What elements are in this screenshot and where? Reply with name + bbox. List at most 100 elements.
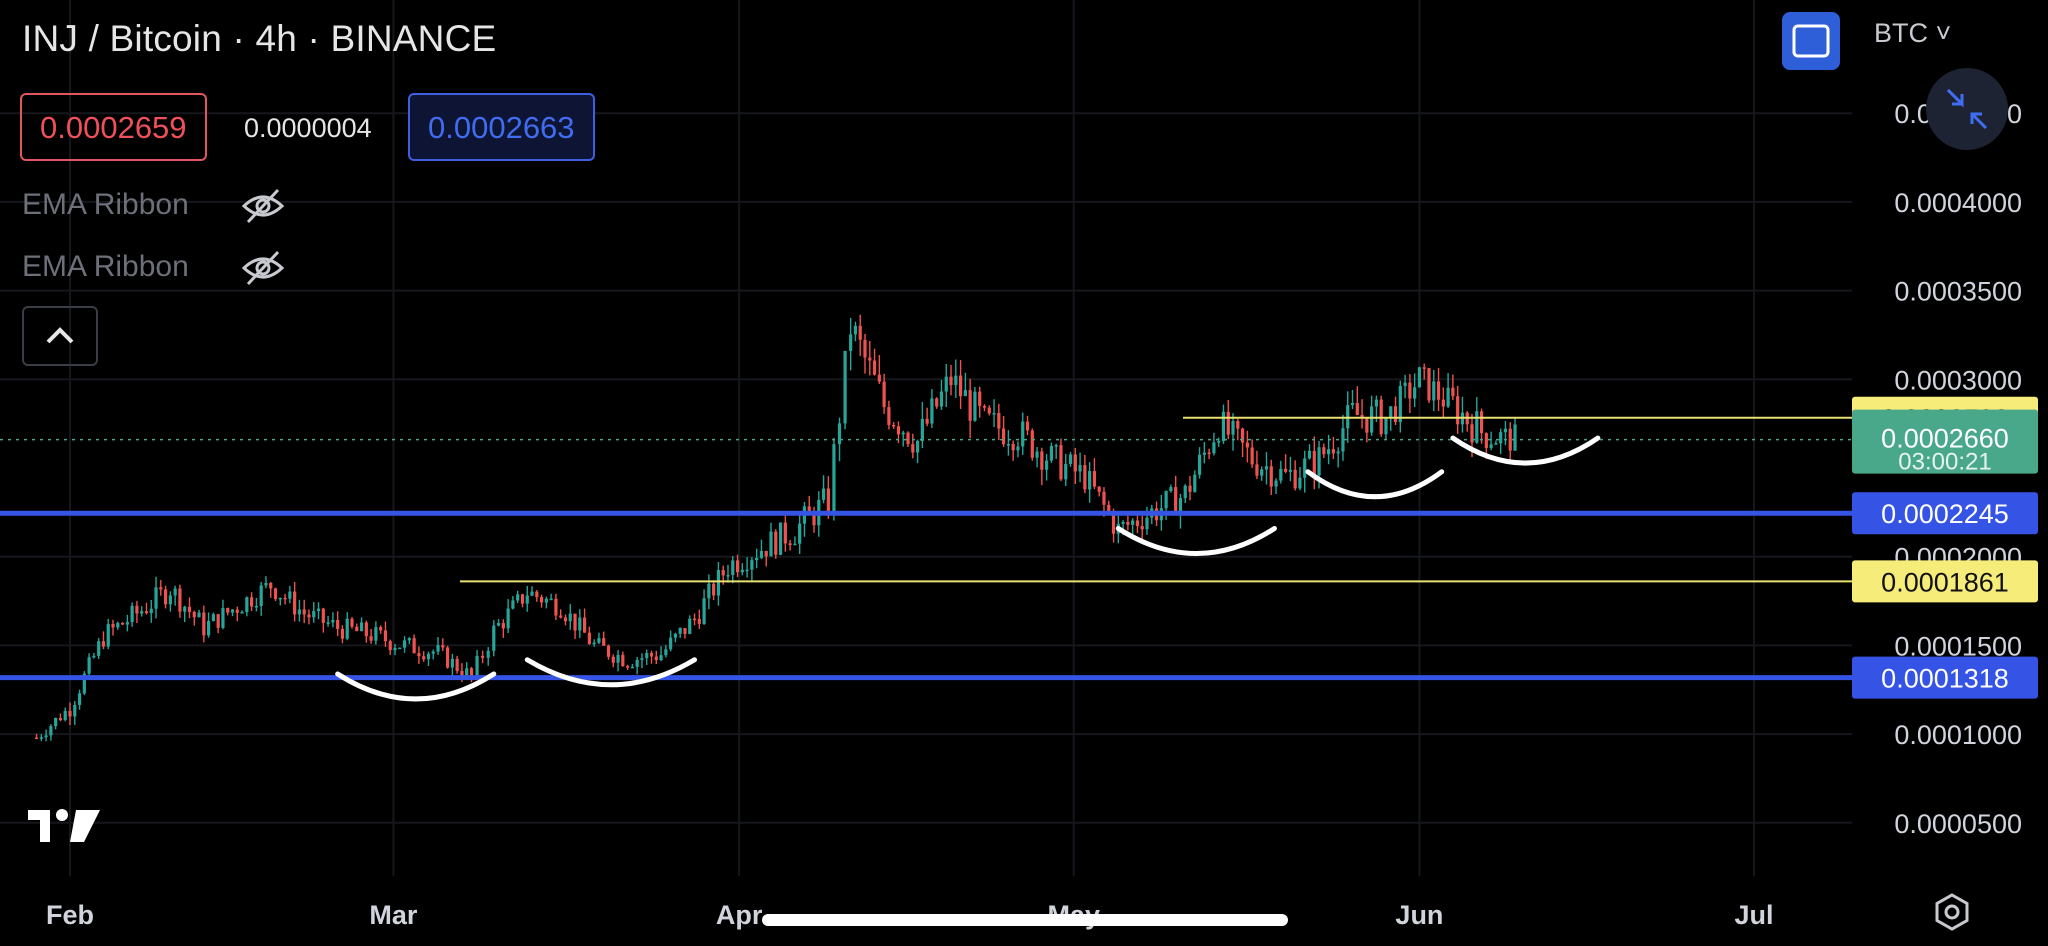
candle-body bbox=[1197, 454, 1202, 475]
candle-body bbox=[312, 611, 316, 618]
indicator-label-ema-ribbon-1: EMA Ribbon bbox=[22, 188, 189, 221]
candle-body bbox=[1030, 430, 1034, 458]
candle-body bbox=[1269, 466, 1273, 487]
candle-body bbox=[1025, 421, 1030, 431]
currency-selector[interactable]: BTC ˅ bbox=[1874, 18, 1951, 49]
candle-body bbox=[1212, 442, 1216, 454]
candle-body bbox=[1489, 444, 1493, 449]
candle-body bbox=[374, 627, 378, 641]
candle-body bbox=[1475, 411, 1479, 443]
candle-body bbox=[1331, 449, 1335, 454]
candle-body bbox=[582, 617, 587, 633]
candle-body bbox=[278, 597, 282, 600]
candle-body bbox=[1398, 385, 1402, 423]
candle-body bbox=[954, 375, 958, 386]
candle-body bbox=[288, 591, 292, 599]
candle-body bbox=[673, 633, 678, 638]
candle-body bbox=[1274, 480, 1278, 487]
candle-body bbox=[1102, 491, 1106, 505]
candle-body bbox=[388, 641, 392, 651]
candle-body bbox=[1255, 464, 1259, 476]
candle-body bbox=[226, 608, 230, 613]
candle-body bbox=[606, 645, 611, 657]
candle-body bbox=[407, 638, 411, 641]
ask-price-box[interactable]: 0.0002663 bbox=[408, 93, 595, 161]
candle-body bbox=[73, 704, 77, 717]
candle-body bbox=[901, 432, 905, 435]
candle-body bbox=[1484, 433, 1488, 449]
candle-body bbox=[1183, 485, 1187, 499]
candle-body bbox=[269, 582, 273, 589]
candle-body bbox=[455, 658, 459, 671]
home-indicator-bar[interactable] bbox=[762, 914, 1288, 926]
candle-body bbox=[702, 598, 706, 624]
candle-body bbox=[1417, 367, 1422, 388]
candle-body bbox=[149, 608, 153, 614]
eye-off-icon[interactable] bbox=[240, 248, 286, 288]
y-tick-label: 0.0001500 bbox=[1894, 631, 2022, 661]
candle-body bbox=[1441, 399, 1445, 407]
candle-body bbox=[197, 612, 201, 618]
candle-body bbox=[669, 637, 673, 650]
candle-body bbox=[1207, 452, 1211, 455]
annotation-arc bbox=[1450, 435, 1601, 466]
candle-body bbox=[778, 522, 783, 555]
candle-body bbox=[316, 608, 321, 612]
annotation-arc bbox=[524, 657, 698, 688]
candle-body bbox=[1202, 452, 1206, 455]
candle-body bbox=[431, 651, 435, 654]
countdown-label: 03:00:21 bbox=[1898, 449, 1991, 476]
candle-body bbox=[821, 488, 826, 500]
x-tick-label: Feb bbox=[46, 900, 94, 930]
candle-body bbox=[1264, 466, 1269, 470]
eye-off-icon[interactable] bbox=[240, 186, 286, 226]
candle-body bbox=[712, 583, 716, 596]
candle-body bbox=[750, 560, 754, 570]
candle-body bbox=[1513, 424, 1517, 451]
candle-body bbox=[130, 605, 134, 623]
candle-body bbox=[211, 614, 215, 622]
candle-body bbox=[882, 381, 886, 408]
candle-body bbox=[486, 650, 490, 658]
y-tick-label: 0.0001000 bbox=[1894, 720, 2022, 750]
last-price-badge bbox=[1852, 409, 2038, 474]
bid-price-box[interactable]: 0.0002659 bbox=[20, 93, 207, 161]
candle-body bbox=[920, 418, 924, 441]
candle-body bbox=[1040, 451, 1044, 470]
candle-body bbox=[973, 391, 977, 421]
candle-body bbox=[245, 597, 249, 613]
candle-body bbox=[250, 597, 254, 607]
candle-body bbox=[516, 594, 520, 601]
candle-body bbox=[154, 587, 158, 609]
candle-body bbox=[135, 605, 139, 614]
candle-body bbox=[1092, 471, 1097, 487]
candle-body bbox=[1317, 447, 1321, 476]
candle-body bbox=[1456, 396, 1460, 425]
candle-body bbox=[1350, 403, 1355, 406]
candle-body bbox=[97, 641, 101, 656]
candle-body bbox=[535, 591, 539, 598]
candle-body bbox=[798, 523, 802, 544]
candle-body bbox=[511, 600, 515, 609]
candle-body bbox=[992, 412, 996, 415]
minimize-button[interactable] bbox=[1926, 68, 2008, 150]
candle-body bbox=[716, 570, 721, 596]
candle-body bbox=[626, 666, 630, 668]
candle-body bbox=[911, 444, 915, 453]
candle-body bbox=[230, 609, 235, 613]
candle-body bbox=[915, 440, 920, 453]
candle-body bbox=[997, 412, 1001, 429]
candle-body bbox=[207, 621, 211, 636]
collapse-legend-button[interactable] bbox=[22, 306, 98, 366]
candle-body bbox=[783, 522, 787, 544]
candle-body bbox=[616, 654, 620, 663]
candle-body bbox=[1140, 526, 1144, 530]
settings-icon[interactable] bbox=[1932, 892, 1972, 932]
candle-body bbox=[692, 618, 697, 621]
fullscreen-button[interactable] bbox=[1782, 12, 1840, 70]
candle-body bbox=[1045, 460, 1049, 470]
candle-body bbox=[688, 618, 692, 634]
candle-body bbox=[426, 653, 431, 660]
candle-body bbox=[949, 376, 953, 386]
